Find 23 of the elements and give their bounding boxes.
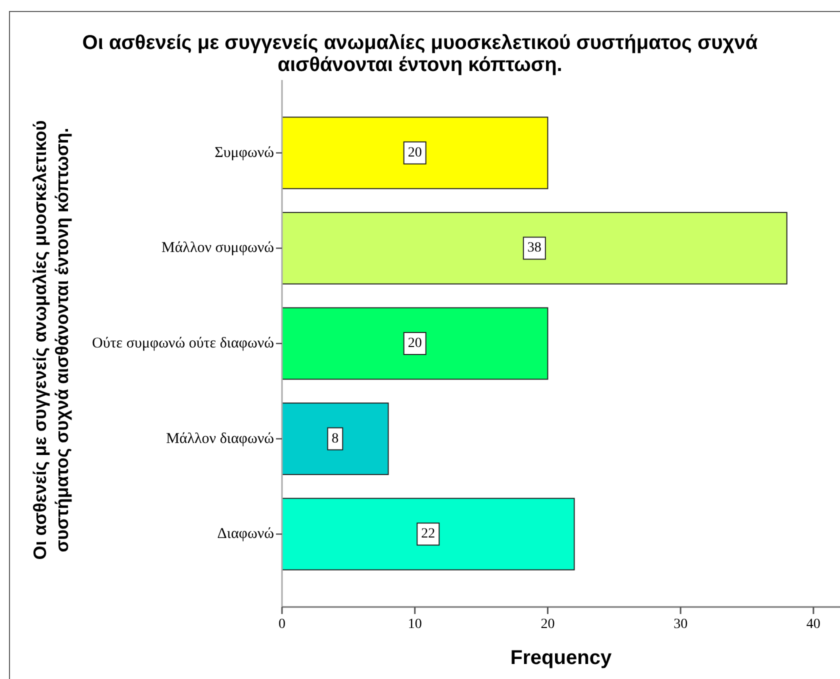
y-tick-label: Διαφωνώ xyxy=(217,526,274,542)
x-tick-label: 30 xyxy=(674,617,688,632)
bar xyxy=(282,116,548,190)
y-tick-label: Μάλλον συμφωνώ xyxy=(161,240,274,256)
x-tick-label: 40 xyxy=(806,617,820,632)
x-tick-label: 0 xyxy=(278,617,286,632)
x-tick-label: 10 xyxy=(408,617,422,632)
bar xyxy=(282,212,788,284)
data-label: 20 xyxy=(408,336,422,351)
y-tick-label: Μάλλον διαφωνώ xyxy=(166,430,274,447)
data-label: 20 xyxy=(408,145,422,160)
x-tick-label: 20 xyxy=(540,617,555,632)
x-axis-title: Frequency xyxy=(510,647,612,669)
y-tick-label: Συμφωνώ xyxy=(214,144,274,161)
data-label: 38 xyxy=(527,240,542,256)
bar xyxy=(282,307,548,380)
chart-title: Οι ασθενείς με συγγενείς ανωμαλίες μυοσκελετικού συστήματος συχνά αισθάνονται έντονη κόπτωση. xyxy=(82,32,758,76)
data-label: 8 xyxy=(332,431,339,446)
y-tick-label: Ούτε συμφωνώ ούτε διαφωνώ xyxy=(92,336,274,352)
bar xyxy=(282,402,389,476)
bar xyxy=(282,498,575,570)
y-axis-title: Οι ασθενείς με συγγενείς ανωμαλίες μυοσκελετικού συστήματος συχνά αισθάνονται έντονη κόπτωση. xyxy=(30,120,72,560)
data-label: 22 xyxy=(421,526,436,542)
